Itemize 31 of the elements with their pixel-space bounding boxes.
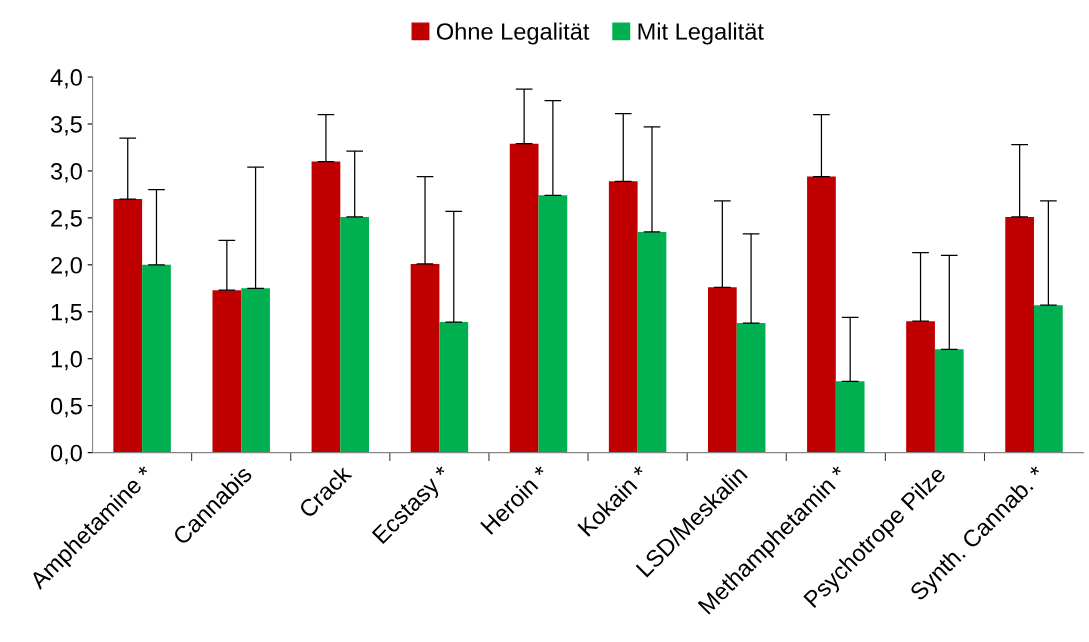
bar bbox=[608, 181, 638, 453]
bar bbox=[439, 322, 469, 453]
bar bbox=[311, 161, 341, 453]
y-tick-label: 1,5 bbox=[51, 304, 82, 324]
bar bbox=[807, 176, 836, 453]
bar bbox=[212, 290, 242, 453]
y-tick-label: 0,5 bbox=[50, 397, 82, 418]
bar bbox=[1005, 216, 1035, 453]
y-tick-label: 2,0 bbox=[51, 256, 82, 277]
bar bbox=[736, 323, 766, 453]
bar bbox=[509, 143, 539, 453]
bar bbox=[707, 287, 737, 453]
bar bbox=[637, 231, 667, 453]
legend-label: Ohne Legalität bbox=[436, 22, 590, 45]
bar bbox=[340, 216, 370, 453]
bar bbox=[241, 288, 270, 453]
y-tick-label: 2,5 bbox=[51, 209, 82, 230]
bar bbox=[934, 349, 964, 453]
bar bbox=[113, 199, 143, 453]
bar bbox=[906, 321, 935, 453]
bar bbox=[410, 263, 440, 453]
y-tick-label: 3,0 bbox=[50, 163, 82, 183]
legend-label: Mit Legalität bbox=[638, 22, 764, 45]
y-tick-label: 1,0 bbox=[51, 350, 82, 371]
y-tick-label: 3,5 bbox=[50, 116, 82, 136]
bar bbox=[835, 381, 865, 453]
y-tick-label: 4,0 bbox=[50, 69, 82, 89]
bar bbox=[538, 195, 568, 453]
bar bbox=[142, 264, 171, 453]
y-tick-label: 0,0 bbox=[50, 444, 82, 465]
bar bbox=[1034, 305, 1063, 453]
